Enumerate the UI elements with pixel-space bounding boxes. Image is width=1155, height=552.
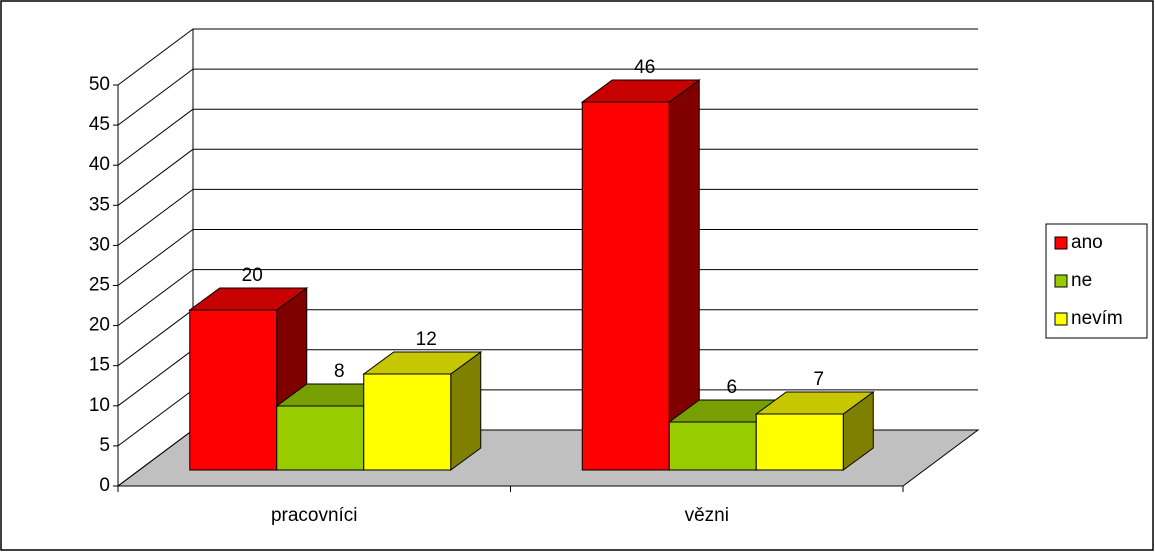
- y-tick-label: 50: [89, 74, 110, 95]
- data-label: 7: [813, 369, 824, 390]
- y-tick-label: 0: [99, 475, 110, 496]
- grid-line: [117, 28, 194, 86]
- data-label: 46: [634, 57, 655, 78]
- legend-label: ne: [1071, 270, 1092, 291]
- grid-line: [117, 229, 194, 286]
- bar: [363, 373, 452, 471]
- grid-line: [117, 68, 194, 126]
- legend-label: nevím: [1071, 308, 1123, 329]
- grid-line: [117, 429, 194, 487]
- grid-line: [117, 349, 194, 407]
- data-label: 8: [334, 361, 345, 382]
- bar: [668, 421, 757, 471]
- bar: [276, 405, 365, 471]
- y-tick-label: 40: [89, 154, 110, 175]
- x-tick-label: pracovníci: [271, 505, 358, 526]
- y-tick-label: 30: [89, 234, 110, 255]
- y-tick-label: 45: [89, 114, 110, 135]
- data-label: 20: [242, 265, 263, 286]
- y-tick-label: 5: [99, 435, 110, 456]
- grid-line: [117, 188, 194, 246]
- y-tick-label: 15: [89, 355, 110, 376]
- data-label: 6: [726, 377, 737, 398]
- y-tick-label: 35: [89, 194, 110, 215]
- x-tick-label: vězni: [685, 505, 729, 526]
- legend-swatch: [1054, 312, 1068, 326]
- bar: [581, 101, 670, 471]
- grid-line: [117, 148, 194, 206]
- legend-swatch: [1054, 236, 1068, 250]
- legend-label: ano: [1071, 232, 1103, 253]
- grid-line: [117, 309, 194, 367]
- legend-swatch: [1054, 274, 1068, 288]
- bar: [755, 413, 844, 471]
- grid-line: [117, 269, 194, 327]
- bar: [189, 309, 278, 471]
- y-tick-label: 10: [89, 395, 110, 416]
- grid-line: [117, 108, 194, 166]
- grid-line: [117, 389, 194, 447]
- y-tick-label: 20: [89, 315, 110, 336]
- data-label: 12: [416, 329, 437, 350]
- y-tick-label: 25: [89, 275, 110, 296]
